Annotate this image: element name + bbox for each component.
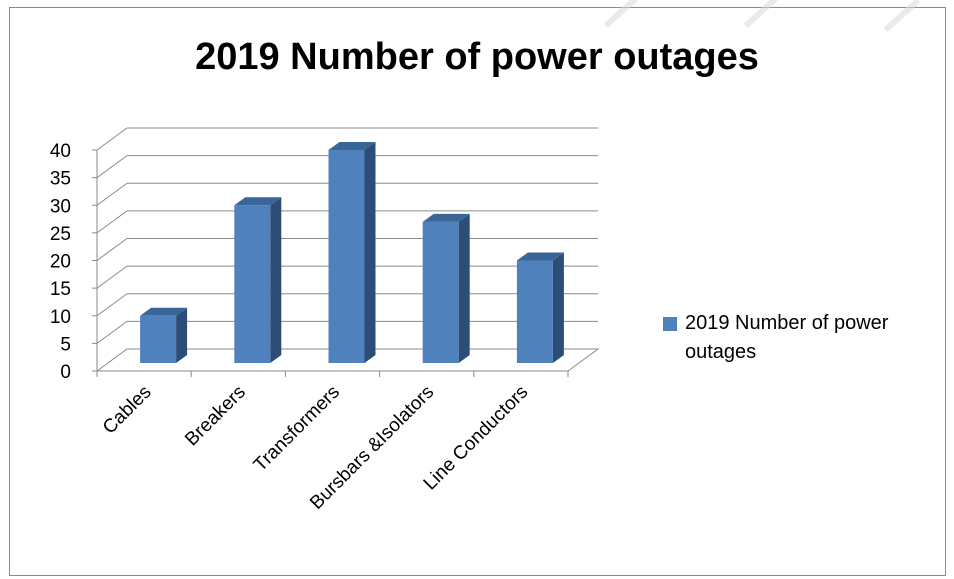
gridline-side [96, 127, 128, 151]
bar-front [328, 150, 365, 363]
bar [516, 252, 564, 363]
bar-side [552, 252, 564, 363]
bar-top [234, 197, 282, 206]
gridline-side [96, 182, 128, 206]
x-tick-label: Line Conductors [420, 382, 533, 495]
gridline-side [96, 238, 128, 261]
bar-top [328, 142, 376, 150]
y-tick-label: 0 [60, 362, 71, 383]
x-tick-label: Breakers [181, 382, 250, 451]
x-tick-label: Cables [99, 382, 156, 439]
bar-top [516, 252, 564, 261]
y-tick-label: 40 [50, 141, 71, 162]
bar [328, 142, 376, 363]
gridline-side [96, 320, 128, 344]
bar-side [458, 213, 470, 363]
chart-frame [9, 7, 946, 576]
bar-front [234, 205, 271, 363]
legend-swatch [663, 317, 677, 331]
bar-front [140, 315, 177, 363]
bar-top [422, 213, 470, 222]
legend-label: 2019 Number of power outages [685, 312, 889, 363]
bar-front [422, 221, 459, 363]
bar [234, 197, 282, 363]
gridline-side [96, 265, 128, 289]
gridline-side [96, 210, 128, 234]
bar-side [176, 307, 188, 363]
y-tick-label: 35 [50, 169, 71, 190]
y-tick-label: 10 [50, 307, 71, 328]
bar-side [270, 197, 282, 363]
y-tick-label: 25 [50, 224, 71, 245]
chart-title: 2019 Number of power outages [195, 36, 759, 78]
y-tick-label: 30 [50, 196, 71, 217]
y-tick-label: 15 [50, 279, 71, 300]
bar-front [516, 260, 553, 363]
bar [140, 307, 188, 363]
bar-top [140, 307, 188, 316]
bar-side [364, 142, 376, 363]
gridline-side [96, 155, 128, 179]
gridline-side [96, 293, 128, 317]
x-tick-label: Transformers [250, 382, 344, 476]
y-tick-label: 20 [50, 252, 71, 273]
y-tick-label: 5 [60, 334, 71, 355]
bar [422, 213, 470, 363]
